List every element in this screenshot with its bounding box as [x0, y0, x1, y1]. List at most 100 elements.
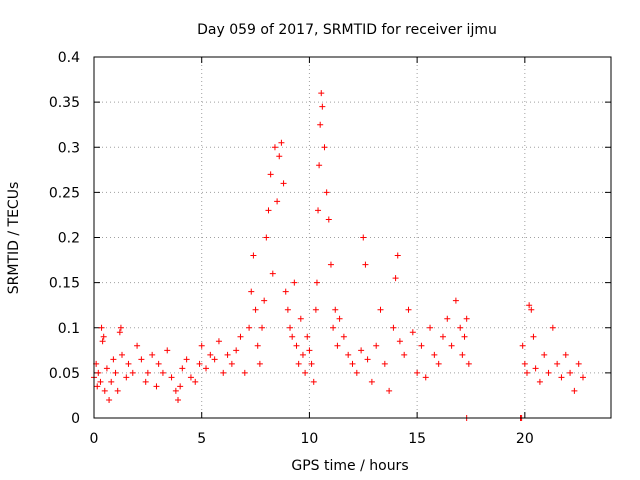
data-point [575, 360, 582, 367]
data-point [353, 369, 360, 376]
data-point [545, 369, 552, 376]
data-point [414, 369, 421, 376]
data-point [237, 333, 244, 340]
data-point [175, 396, 182, 403]
data-point [349, 360, 356, 367]
data-point [302, 369, 309, 376]
data-point [129, 369, 136, 376]
chart-title: Day 059 of 2017, SRMTID for receiver ijm… [197, 22, 497, 38]
x-tick-label: 0 [90, 431, 99, 447]
data-point [306, 347, 313, 354]
data-point [287, 324, 294, 331]
data-point [312, 306, 319, 313]
data-point [123, 374, 130, 381]
data-point [310, 378, 317, 385]
data-point [368, 378, 375, 385]
data-point [532, 365, 539, 372]
data-point [138, 356, 145, 363]
data-point [332, 306, 339, 313]
data-point [252, 306, 259, 313]
data-point [155, 360, 162, 367]
data-point [319, 103, 326, 110]
data-point [364, 356, 371, 363]
data-point [183, 356, 190, 363]
data-point [381, 360, 388, 367]
data-point [179, 365, 186, 372]
data-point [465, 360, 472, 367]
data-point [98, 324, 105, 331]
data-point [250, 252, 257, 259]
y-tick-label: 0.1 [58, 321, 80, 337]
data-point [536, 378, 543, 385]
data-point [334, 342, 341, 349]
data-point [401, 351, 408, 358]
data-point [463, 315, 470, 322]
data-point [172, 387, 179, 394]
data-point [125, 360, 132, 367]
data-point [439, 333, 446, 340]
data-point [271, 144, 278, 151]
data-point [101, 387, 108, 394]
data-point [276, 153, 283, 160]
data-point [215, 338, 222, 345]
data-point [114, 387, 121, 394]
data-point [291, 279, 298, 286]
data-point [112, 369, 119, 376]
data-point [444, 315, 451, 322]
data-point [265, 207, 272, 214]
data-point [318, 90, 325, 97]
data-point [360, 234, 367, 241]
data-point [207, 351, 214, 358]
data-point [345, 351, 352, 358]
data-point [392, 275, 399, 282]
data-point [521, 360, 528, 367]
data-point [177, 383, 184, 390]
data-point [108, 378, 115, 385]
data-point [304, 333, 311, 340]
data-points [91, 90, 586, 421]
data-point [549, 324, 556, 331]
data-point [248, 288, 255, 295]
data-point [198, 342, 205, 349]
x-tick-label: 15 [408, 431, 426, 447]
data-point [192, 378, 199, 385]
data-point [435, 360, 442, 367]
y-axis-label: SRMTID / TECUs [6, 182, 22, 295]
data-point [390, 324, 397, 331]
data-point [196, 360, 203, 367]
data-point [144, 369, 151, 376]
data-point [373, 342, 380, 349]
data-point [362, 261, 369, 268]
data-point [313, 279, 320, 286]
x-tick-label: 5 [197, 431, 206, 447]
plot-frame [93, 56, 612, 419]
data-point [358, 347, 365, 354]
data-point [317, 121, 324, 128]
data-point [220, 369, 227, 376]
data-point [168, 374, 175, 381]
x-axis-label: GPS time / hours [291, 458, 408, 474]
data-point [327, 261, 334, 268]
data-point [134, 342, 141, 349]
data-point [528, 306, 535, 313]
data-point [164, 347, 171, 354]
data-point [405, 306, 412, 313]
data-point [153, 383, 160, 390]
data-point [315, 207, 322, 214]
data-point [316, 162, 323, 169]
data-point [457, 324, 464, 331]
data-point [448, 342, 455, 349]
data-point [269, 270, 276, 277]
y-tick-label: 0.25 [49, 185, 80, 201]
data-point [321, 144, 328, 151]
data-point [278, 139, 285, 146]
x-tick-label: 20 [516, 431, 534, 447]
y-tick-label: 0.4 [58, 50, 80, 66]
data-point [116, 329, 123, 336]
data-point [519, 342, 526, 349]
y-tick-label: 0.2 [58, 231, 80, 247]
data-point [299, 351, 306, 358]
y-tick-label: 0 [71, 411, 80, 427]
data-point [282, 288, 289, 295]
